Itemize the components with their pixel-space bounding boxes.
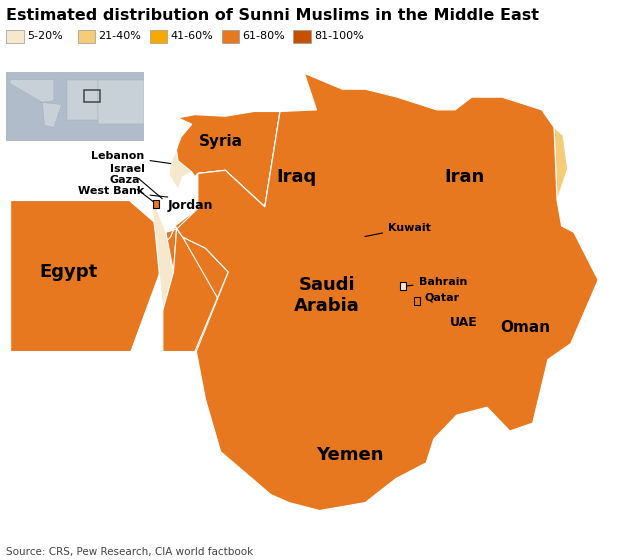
Polygon shape	[152, 206, 177, 310]
Polygon shape	[414, 288, 525, 352]
Text: Iran: Iran	[444, 167, 484, 186]
Text: Bahrain: Bahrain	[406, 277, 467, 287]
Text: Source: CRS, Pew Research, CIA world factbook: Source: CRS, Pew Research, CIA world fac…	[6, 547, 253, 557]
Text: 5-20%: 5-20%	[27, 31, 62, 41]
Polygon shape	[400, 283, 406, 291]
Bar	[153, 200, 159, 208]
Polygon shape	[67, 80, 98, 120]
Text: Kuwait: Kuwait	[365, 222, 431, 236]
Polygon shape	[98, 80, 144, 124]
Text: Lebanon: Lebanon	[91, 151, 171, 164]
Polygon shape	[10, 80, 54, 102]
Text: Iraq: Iraq	[276, 167, 317, 186]
Bar	[84, 90, 100, 102]
Polygon shape	[198, 110, 374, 272]
Polygon shape	[42, 102, 62, 127]
Bar	[400, 282, 406, 290]
Text: 61-80%: 61-80%	[242, 31, 285, 41]
Text: 41-60%: 41-60%	[170, 31, 213, 41]
Polygon shape	[175, 73, 598, 511]
Polygon shape	[305, 73, 598, 360]
Text: Syria: Syria	[198, 134, 243, 149]
Polygon shape	[163, 226, 228, 352]
Polygon shape	[195, 215, 548, 511]
Text: Estimated distribution of Sunni Muslims in the Middle East: Estimated distribution of Sunni Muslims …	[6, 8, 539, 24]
Text: UAE: UAE	[451, 316, 478, 329]
Text: Saudi
Arabia: Saudi Arabia	[295, 277, 360, 315]
Polygon shape	[169, 151, 192, 189]
Bar	[414, 297, 420, 305]
Text: Gaza: Gaza	[110, 175, 154, 202]
Text: 81-100%: 81-100%	[314, 31, 364, 41]
Polygon shape	[183, 215, 548, 511]
Polygon shape	[281, 423, 289, 471]
Text: Egypt: Egypt	[39, 263, 97, 281]
Text: West Bank: West Bank	[79, 186, 168, 197]
Text: Yemen: Yemen	[316, 446, 384, 464]
Polygon shape	[11, 200, 166, 352]
Text: Israel: Israel	[110, 164, 162, 199]
Polygon shape	[457, 200, 598, 360]
Text: Jordan: Jordan	[167, 199, 213, 212]
Polygon shape	[175, 73, 598, 360]
Polygon shape	[343, 225, 373, 248]
Text: 21-40%: 21-40%	[99, 31, 142, 41]
Text: Oman: Oman	[500, 320, 550, 335]
Polygon shape	[411, 288, 422, 320]
Polygon shape	[155, 199, 160, 208]
Text: Qatar: Qatar	[417, 292, 460, 302]
Polygon shape	[166, 226, 177, 272]
Polygon shape	[177, 111, 280, 207]
